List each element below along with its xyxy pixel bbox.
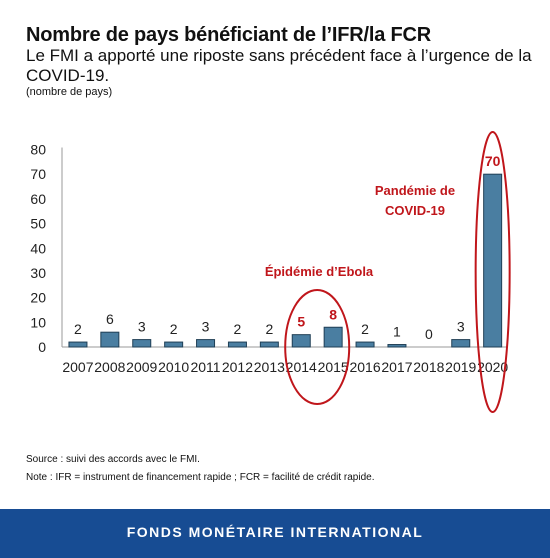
bar-value-label: 5 — [297, 314, 305, 330]
bar-value-label: 2 — [234, 321, 242, 337]
x-tick-label: 2018 — [413, 359, 444, 375]
x-tick-label: 2012 — [222, 359, 253, 375]
y-tick-label: 30 — [30, 265, 46, 281]
footer-banner: FONDS MONÉTAIRE INTERNATIONAL — [0, 509, 550, 558]
covid-annotation-line-1: Pandémie de — [375, 183, 455, 198]
footer-label: FONDS MONÉTAIRE INTERNATIONAL — [126, 524, 424, 540]
x-tick-label: 2007 — [62, 359, 93, 375]
x-tick-label: 2017 — [381, 359, 412, 375]
ebola-annotation: Épidémie d’Ebola — [265, 264, 374, 279]
covid-annotation-line-2: COVID-19 — [385, 203, 445, 218]
bar-value-label: 0 — [425, 326, 433, 342]
bar — [355, 341, 375, 348]
bar — [387, 344, 407, 348]
bar-value-label: 8 — [329, 306, 337, 322]
bar — [483, 173, 503, 348]
x-tick-label: 2015 — [318, 359, 349, 375]
bar-value-label: 3 — [202, 319, 210, 335]
bar — [68, 341, 88, 348]
covid-highlight-ellipse — [474, 131, 511, 413]
bar-value-label: 2 — [265, 321, 273, 337]
source-note: Source : suivi des accords avec le FMI. — [26, 454, 200, 465]
units-label: (nombre de pays) — [26, 86, 113, 98]
bar-value-label: 70 — [485, 153, 501, 169]
chart-subtitle: Le FMI a apporté une riposte sans précéd… — [26, 46, 532, 85]
abbreviation-note: Note : IFR = instrument de financement r… — [26, 472, 375, 483]
y-tick-label: 20 — [30, 290, 46, 306]
notes: Source : suivi des accords avec le FMI. … — [26, 451, 375, 487]
y-tick-label: 10 — [30, 314, 46, 330]
bar — [451, 339, 471, 348]
bar-value-label: 2 — [361, 321, 369, 337]
y-tick-label: 60 — [30, 191, 46, 207]
bar — [164, 341, 184, 348]
bar — [323, 326, 343, 348]
x-tick-label: 2016 — [349, 359, 380, 375]
y-tick-label: 0 — [38, 339, 46, 355]
bar — [132, 339, 152, 348]
ebola-highlight-ellipse — [284, 289, 351, 405]
x-tick-label: 2008 — [94, 359, 125, 375]
bar-value-label: 3 — [457, 319, 465, 335]
bar — [227, 341, 247, 348]
bar — [196, 339, 216, 348]
x-tick-label: 2009 — [126, 359, 157, 375]
x-tick-label: 2019 — [445, 359, 476, 375]
bar-value-label: 6 — [106, 311, 114, 327]
x-tick-label: 2020 — [477, 359, 508, 375]
x-tick-label: 2014 — [286, 359, 317, 375]
chart-title: Nombre de pays bénéficiant de l’IFR/la F… — [26, 24, 432, 46]
bar — [291, 334, 311, 348]
bar-value-label: 2 — [74, 321, 82, 337]
y-tick-label: 80 — [30, 142, 46, 158]
x-tick-label: 2013 — [254, 359, 285, 375]
y-tick-label: 70 — [30, 166, 46, 182]
y-tick-label: 50 — [30, 216, 46, 232]
x-tick-label: 2010 — [158, 359, 189, 375]
bar-value-label: 1 — [393, 324, 401, 340]
bar-value-label: 3 — [138, 319, 146, 335]
x-tick-label: 2011 — [190, 359, 220, 375]
bar — [259, 341, 279, 348]
bar — [100, 331, 120, 348]
bar-chart: 0102030405060708022007620083200922010320… — [30, 131, 511, 413]
bar-value-label: 2 — [170, 321, 178, 337]
y-tick-label: 40 — [30, 240, 46, 256]
